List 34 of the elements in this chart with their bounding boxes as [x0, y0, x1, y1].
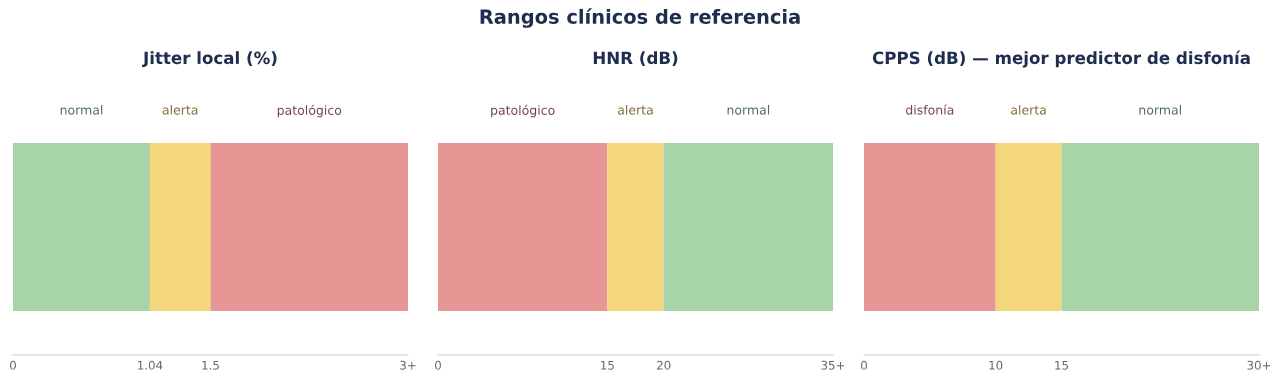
bar: [663, 143, 833, 311]
x-tick-label: 0: [861, 360, 867, 370]
chart-title: CPPS (dB) — mejor predictor de disfonía: [872, 50, 1250, 68]
bar: [1061, 143, 1259, 311]
x-tick-label: 35+: [821, 360, 845, 370]
text: disfonía: [906, 104, 954, 115]
text: normal: [727, 104, 770, 115]
bar: [210, 143, 408, 311]
chart-title: HNR (dB): [593, 51, 678, 67]
x-tick-label: 3+: [400, 360, 416, 370]
x-tick-label: 15: [601, 360, 614, 370]
bar: [149, 143, 211, 311]
text: alerta: [1011, 104, 1046, 115]
text: alerta: [617, 104, 653, 115]
bar: [607, 143, 664, 311]
text: normal: [60, 104, 103, 115]
x-tick-label: 0: [435, 360, 441, 370]
x-tick-label: 10: [989, 360, 1003, 370]
text: Rangos clínicos de referencia: [480, 8, 800, 28]
x-tick-label: 0: [10, 360, 16, 370]
bar: [13, 143, 150, 311]
bar: [864, 143, 996, 311]
x-tick-label: 1.04: [138, 360, 163, 370]
text: alerta: [162, 104, 198, 115]
x-tick-label: 30+: [1247, 360, 1271, 370]
text: normal: [1139, 104, 1181, 115]
x-tick-label: 15: [1055, 360, 1068, 370]
x-tick-label: 1.5: [202, 360, 219, 370]
bar: [995, 143, 1062, 311]
x-tick-label: 20: [657, 360, 671, 370]
bar: [438, 143, 608, 311]
text: patológico: [277, 104, 342, 118]
chart-title: Jitter local (%): [142, 51, 277, 68]
text: patológico: [491, 104, 555, 118]
